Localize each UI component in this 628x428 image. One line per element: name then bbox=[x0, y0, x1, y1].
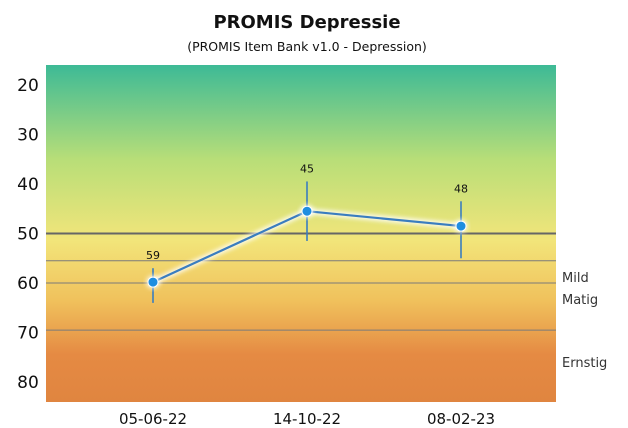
y-tick-label: 40 bbox=[17, 175, 39, 195]
series-group: 59 45 48 bbox=[146, 162, 468, 303]
chart-title: PROMIS Depressie bbox=[213, 12, 400, 33]
y-tick-label: 80 bbox=[17, 373, 39, 393]
severity-band-label: Matig bbox=[562, 293, 598, 308]
severity-band-label: Mild bbox=[562, 271, 589, 286]
data-point bbox=[147, 276, 159, 288]
data-label: 48 bbox=[454, 182, 468, 195]
y-tick-label: 30 bbox=[17, 125, 39, 145]
x-tick-label: 08-02-23 bbox=[427, 410, 495, 428]
x-tick-label: 05-06-22 bbox=[119, 410, 187, 428]
y-tick-label: 60 bbox=[17, 274, 39, 294]
severity-band-lines bbox=[46, 260, 556, 331]
y-tick-label: 20 bbox=[17, 76, 39, 96]
x-tick-label: 14-10-22 bbox=[273, 410, 341, 428]
data-label: 45 bbox=[300, 162, 314, 175]
data-point bbox=[455, 220, 467, 232]
y-tick-label: 50 bbox=[17, 225, 39, 245]
x-axis: 05-06-22 14-10-22 08-02-23 bbox=[119, 410, 495, 428]
chart-subtitle: (PROMIS Item Bank v1.0 - Depression) bbox=[187, 39, 427, 54]
data-point bbox=[301, 205, 313, 217]
y-tick-label: 70 bbox=[17, 324, 39, 344]
severity-band-labels: Mild Matig Ernstig bbox=[562, 271, 607, 371]
y-axis: 20 30 40 50 60 70 80 bbox=[17, 76, 39, 393]
data-label: 59 bbox=[146, 249, 160, 262]
severity-band-label: Ernstig bbox=[562, 356, 607, 371]
